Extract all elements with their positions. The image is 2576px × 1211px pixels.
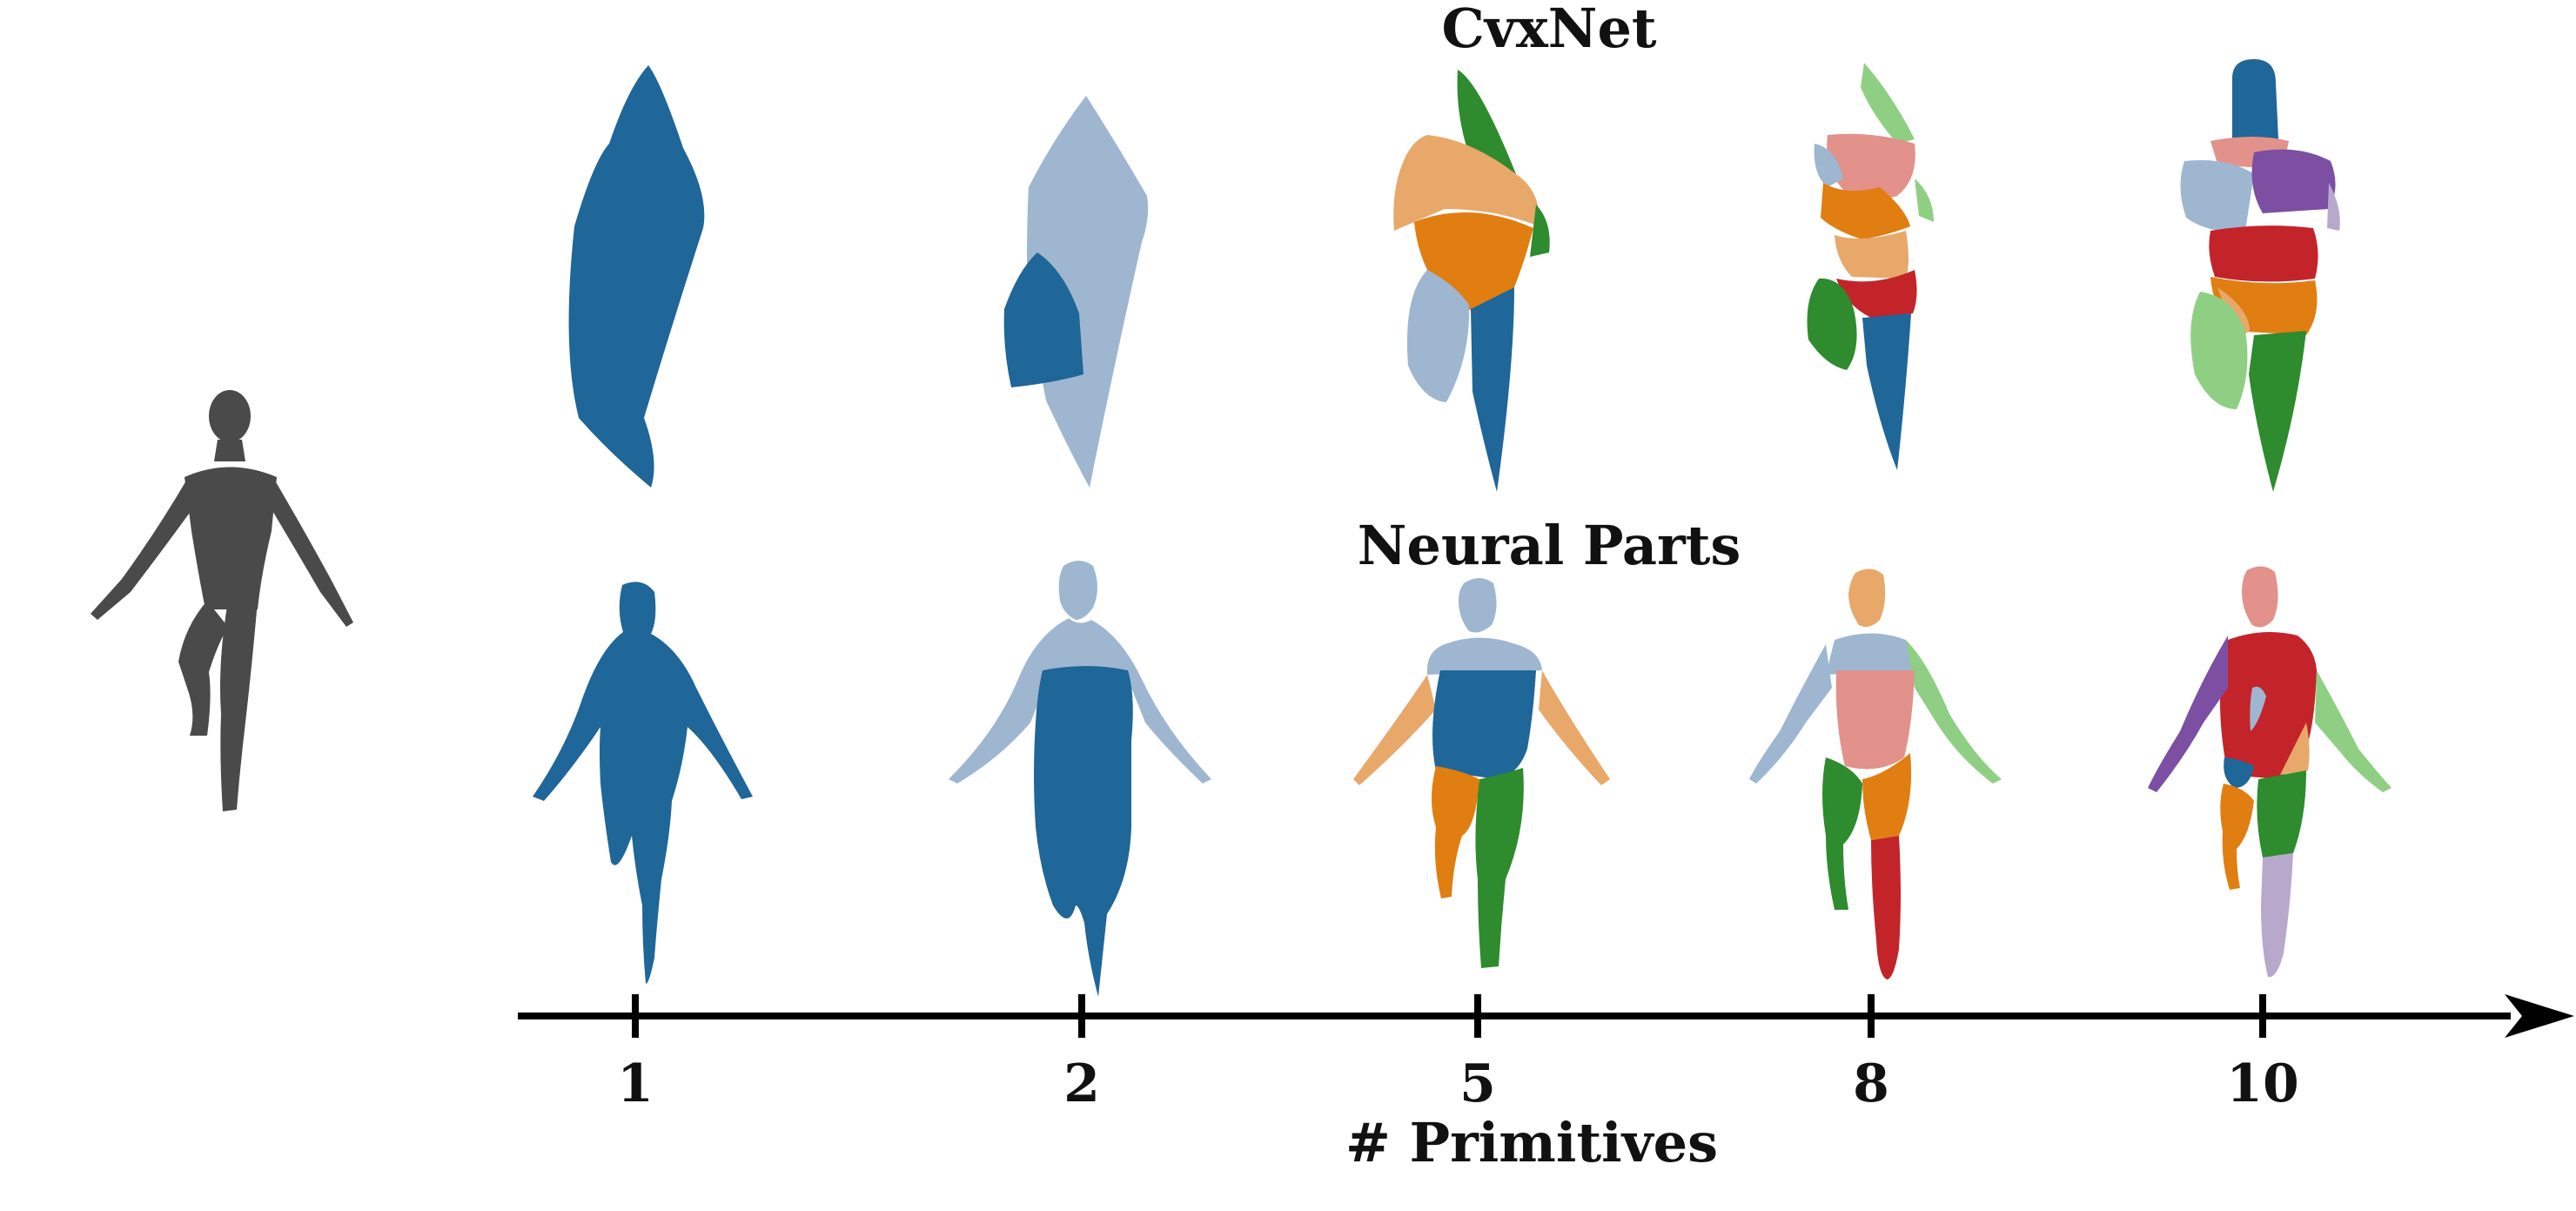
cvxnet-8-part-light-orange bbox=[1835, 231, 1909, 279]
cvxnet-8-part-red bbox=[1836, 270, 1917, 318]
cvxnet-5-part-green-side bbox=[1530, 205, 1550, 257]
cvxnet-8-part-green bbox=[1807, 278, 1857, 370]
target-right-leg bbox=[220, 601, 258, 811]
neuralparts-10-part-torso bbox=[2220, 632, 2317, 779]
neuralparts-10-part-right-thigh bbox=[2257, 770, 2306, 858]
neuralparts-5-part-head bbox=[1459, 578, 1497, 633]
neuralparts-8-part-left-leg bbox=[1822, 757, 1862, 910]
neuralparts-10-part-hip-right bbox=[2280, 723, 2310, 775]
neuralparts-5-part-left-leg bbox=[1432, 766, 1479, 898]
tick-label-2: 2 bbox=[1063, 1053, 1100, 1114]
cvxnet-5-part-light-blue bbox=[1406, 270, 1470, 402]
neuralparts-2-part-upper bbox=[949, 618, 1211, 784]
neuralparts-5-part-right-leg bbox=[1475, 768, 1524, 968]
tick-label-10: 10 bbox=[2226, 1053, 2299, 1114]
target-right-arm bbox=[266, 481, 353, 627]
target-left-leg bbox=[178, 601, 228, 736]
neuralparts-1-primitive bbox=[533, 582, 753, 984]
cvxnet-8-part-orange bbox=[1821, 183, 1910, 239]
neuralparts-10-part-left-leg bbox=[2220, 784, 2254, 890]
neuralparts-5-part-left-arm bbox=[1353, 675, 1436, 785]
cvxnet-10-part-light-green bbox=[2190, 292, 2248, 409]
neuralparts-5-part-shoulders bbox=[1426, 637, 1542, 675]
cvxnet-2-part-b bbox=[1003, 252, 1083, 387]
neuralparts-10-part-right-shin bbox=[2261, 853, 2293, 978]
neuralparts-5-part-torso bbox=[1432, 670, 1536, 779]
neuralparts-8-part-torso bbox=[1835, 670, 1915, 770]
tick-label-8: 8 bbox=[1853, 1053, 1889, 1114]
cvxnet-row-title: CvxNet bbox=[1441, 0, 1657, 60]
neuralparts-1-part bbox=[533, 582, 753, 984]
neuralparts-8-part-right-arm bbox=[1906, 640, 2002, 784]
neuralparts-5-part-right-arm bbox=[1539, 670, 1610, 785]
cvxnet-10-part-green bbox=[2249, 331, 2306, 492]
cvxnet-8-part-light-green bbox=[1861, 63, 1915, 144]
cvxnet-10-part-red bbox=[2209, 225, 2318, 282]
cvxnet-1-primitive bbox=[568, 65, 705, 488]
axis-arrowhead bbox=[2505, 994, 2574, 1038]
neuralparts-8-part-left-arm bbox=[1749, 644, 1832, 784]
neuralparts-10-part-head bbox=[2242, 566, 2278, 628]
neuralparts-10-part-left-arm bbox=[2148, 636, 2228, 792]
cvxnet-10-primitives bbox=[2180, 59, 2340, 492]
cvxnet-1-part bbox=[568, 65, 705, 488]
neuralparts-8-part-head bbox=[1848, 568, 1886, 627]
cvxnet-10-part-blue-head bbox=[2232, 59, 2278, 141]
cvxnet-2-primitives bbox=[1003, 96, 1149, 488]
cvxnet-2-part-a bbox=[1027, 96, 1149, 488]
neuralparts-10-part-torso-patch bbox=[2250, 686, 2266, 731]
axis-label: # Primitives bbox=[1345, 1111, 1719, 1174]
cvxnet-8-part-salmon bbox=[1827, 133, 1915, 199]
target-human-mesh bbox=[91, 390, 353, 811]
tick-label-5: 5 bbox=[1459, 1053, 1496, 1114]
tick-label-1: 1 bbox=[617, 1053, 654, 1114]
neuralparts-8-part-shoulders bbox=[1826, 633, 1915, 675]
cvxnet-8-part-light-green-side bbox=[1915, 178, 1934, 222]
primitives-axis bbox=[518, 994, 2574, 1038]
neuralparts-10-part-hip-left bbox=[2224, 757, 2254, 788]
cvxnet-8-primitives bbox=[1807, 63, 1934, 470]
neuralparts-8-primitives bbox=[1749, 568, 2002, 979]
neuralparts-10-primitives bbox=[2148, 566, 2392, 978]
target-left-arm bbox=[91, 481, 198, 620]
target-head bbox=[209, 390, 251, 442]
neuralparts-10-part-right-arm bbox=[2315, 670, 2392, 792]
cvxnet-10-part-lavender bbox=[2327, 183, 2340, 231]
neuralparts-2-primitives bbox=[949, 561, 1211, 997]
neuralparts-2-part-lower bbox=[1034, 666, 1133, 997]
neuralparts-2-part-head bbox=[1058, 561, 1097, 620]
cvxnet-5-primitives bbox=[1393, 70, 1550, 492]
cvxnet-10-part-purple bbox=[2251, 149, 2336, 213]
neuralparts-8-part-hip bbox=[1862, 753, 1912, 840]
cvxnet-8-part-blue bbox=[1862, 313, 1911, 470]
cvxnet-5-part-light-orange bbox=[1393, 135, 1540, 231]
cvxnet-10-part-light-blue bbox=[2180, 160, 2254, 232]
neuralparts-5-primitives bbox=[1353, 578, 1610, 968]
neural-parts-row-title: Neural Parts bbox=[1357, 514, 1741, 577]
target-neck bbox=[214, 440, 245, 461]
target-torso bbox=[184, 467, 277, 609]
neuralparts-8-part-right-leg bbox=[1871, 836, 1901, 979]
cvxnet-8-part-light-blue bbox=[1814, 144, 1843, 187]
cvxnet-5-part-blue bbox=[1471, 287, 1514, 492]
